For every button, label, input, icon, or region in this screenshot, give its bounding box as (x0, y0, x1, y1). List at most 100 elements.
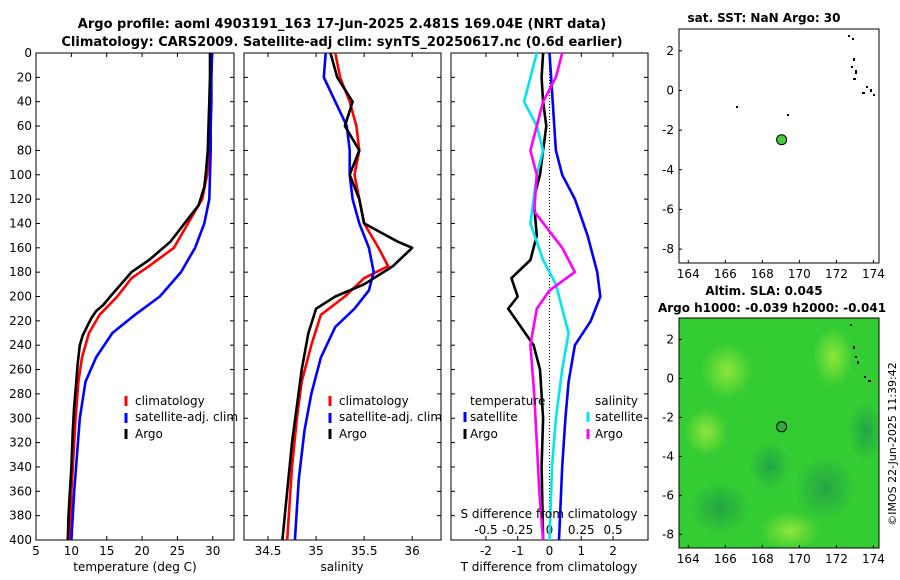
sla-map-title: Altim. SLA: 0.045 (705, 284, 822, 298)
x-tick-label: 1 (577, 544, 585, 558)
map-y-tick-label: -4 (662, 449, 674, 463)
depth-tick-label: 280 (9, 387, 32, 401)
depth-tick-label: 260 (9, 363, 32, 377)
sla-map-subtitle: Argo h1000: -0.039 h2000: -0.041 (658, 301, 886, 315)
map-x-tick-label: 170 (788, 267, 811, 281)
map-x-tick-label: 168 (751, 267, 774, 281)
difference-legend: temperature satellite Argo salinity sate… (463, 394, 643, 441)
series-line-argo (66, 53, 212, 541)
map-x-tick-label: 170 (788, 552, 811, 566)
series-line-temperature-argo (506, 52, 548, 541)
difference-depth-ticks (451, 52, 648, 541)
x-tick-label: 20 (134, 544, 149, 558)
map-y-tick-label: -6 (662, 488, 674, 502)
x-tick-label: 35 (308, 544, 323, 558)
difference-lines (506, 52, 602, 541)
x-tick-label: 15 (99, 544, 114, 558)
figure-title-line2: Climatology: CARS2009. Satellite-adj cli… (61, 35, 622, 50)
depth-tick-label: 380 (9, 509, 32, 523)
depth-axis: 0 20 40 60 80 100 120 140 160 180 200 220 240 260 280 3… (9, 46, 234, 547)
salinity-depth-ticks (244, 52, 441, 541)
map-y-tick-label: 2 (666, 332, 674, 346)
legend-label-climatology: climatology (135, 394, 205, 408)
depth-tick-label: 120 (9, 192, 32, 206)
figure-title-line1: Argo profile: aoml 4903191_163 17-Jun-20… (78, 17, 606, 32)
map-x-tick-label: 164 (677, 552, 700, 566)
map-x-tick-label: 168 (751, 552, 774, 566)
sla-heatmap (679, 318, 879, 548)
legend-label-temp-satellite: satellite (470, 410, 518, 424)
legend-label-satellite: satellite-adj. clim (339, 410, 442, 424)
legend-label-temp-argo: Argo (470, 427, 498, 441)
coastline-islands (736, 35, 875, 116)
map-x-tick-label: 174 (862, 552, 885, 566)
series-line-salinity-argo (529, 52, 577, 541)
temperature-x-axis: 5 10 15 20 25 30 (32, 53, 220, 558)
depth-tick-label: 80 (17, 143, 32, 157)
x-tick-label: 25 (170, 544, 185, 558)
temperature-xlabel: temperature (deg C) (73, 560, 196, 574)
map-y-tick-label: 0 (666, 83, 674, 97)
legend-label-argo: Argo (135, 427, 163, 441)
salinity-axes-box (243, 52, 442, 541)
depth-tick-label: 140 (9, 216, 32, 230)
map-y-tick-label: -4 (662, 163, 674, 177)
series-line-climatology (68, 52, 213, 541)
series-line-salinity-satellite (522, 52, 570, 541)
s-diff-tick-label: 0.5 (604, 523, 623, 537)
sst-map-title: sat. SST: NaN Argo: 30 (687, 11, 840, 25)
x-tick-label: 2 (609, 544, 617, 558)
map-y-tick-label: -8 (662, 242, 674, 256)
depth-tick-label: 300 (9, 411, 32, 425)
salinity-lines (281, 52, 414, 541)
x-tick-label: 36 (405, 544, 420, 558)
sst-map-axis-ticks: 164 166 168 170 172 174 2 0 -2 -4 -6 -8 (662, 44, 885, 281)
map-x-tick-label: 166 (714, 552, 737, 566)
salinity-xlabel: salinity (320, 560, 363, 574)
series-line-temperature-satellite (548, 52, 602, 541)
depth-tick-label: 220 (9, 314, 32, 328)
x-tick-label: 34.5 (255, 544, 282, 558)
depth-tick-label: 0 (24, 46, 32, 60)
sst-map-panel: sat. SST: NaN Argo: 30 164 166 168 170 172 17… (662, 11, 885, 281)
depth-tick-label: 180 (9, 265, 32, 279)
temperature-panel: 0 20 40 60 80 100 120 140 160 180 200 220 240 260 280 3… (9, 46, 238, 574)
map-x-tick-label: 172 (825, 552, 848, 566)
map-x-tick-label: 172 (825, 267, 848, 281)
depth-tick-label: 40 (17, 95, 32, 109)
sla-map-axis-ticks: 164 166 168 170 172 174 2 0 -2 -4 -6 -8 (662, 332, 885, 566)
depth-tick-label: 400 (9, 533, 32, 547)
legend-label-argo: Argo (339, 427, 367, 441)
depth-tick-label: 160 (9, 241, 32, 255)
x-tick-label: 30 (205, 544, 220, 558)
x-tick-label: -1 (512, 544, 524, 558)
sst-map-axes-box (678, 28, 880, 264)
legend-label-satellite: satellite-adj. clim (135, 410, 238, 424)
legend-label-sal-satellite: satellite (595, 410, 643, 424)
temperature-lines (66, 52, 214, 541)
legend-title-temperature: temperature (470, 394, 545, 408)
s-diff-tick-label: -0.5 (474, 523, 497, 537)
salinity-x-axis: 34.5 35 35.5 36 (255, 53, 420, 558)
sla-coastline-islands (850, 324, 871, 382)
temperature-axes-box (35, 52, 235, 541)
salinity-legend: climatology satellite-adj. clim Argo (328, 394, 442, 441)
t-difference-xlabel: T difference from climatology (460, 560, 638, 574)
series-line-argo (281, 52, 414, 541)
s-difference-xlabel: S difference from climatology (461, 507, 638, 521)
salinity-difference-axis: -0.5 -0.25 0 0.25 0.5 (474, 523, 622, 537)
map-x-tick-label: 166 (714, 267, 737, 281)
map-y-tick-label: -6 (662, 202, 674, 216)
salinity-panel: 34.5 35 35.5 36 salinity climatology satell… (243, 52, 442, 574)
imos-timestamp: ©IMOS 22-Jun-2025 11:39:42 (886, 362, 899, 526)
map-y-tick-label: -2 (662, 123, 674, 137)
depth-tick-label: 60 (17, 119, 32, 133)
x-tick-label: 10 (64, 544, 79, 558)
depth-tick-label: 100 (9, 168, 32, 182)
depth-tick-label: 200 (9, 290, 32, 304)
depth-tick-label: 240 (9, 338, 32, 352)
legend-label-climatology: climatology (339, 394, 409, 408)
sla-map-panel: Altim. SLA: 0.045 Argo h1000: -0.039 h20… (658, 284, 886, 566)
depth-tick-label: 360 (9, 484, 32, 498)
